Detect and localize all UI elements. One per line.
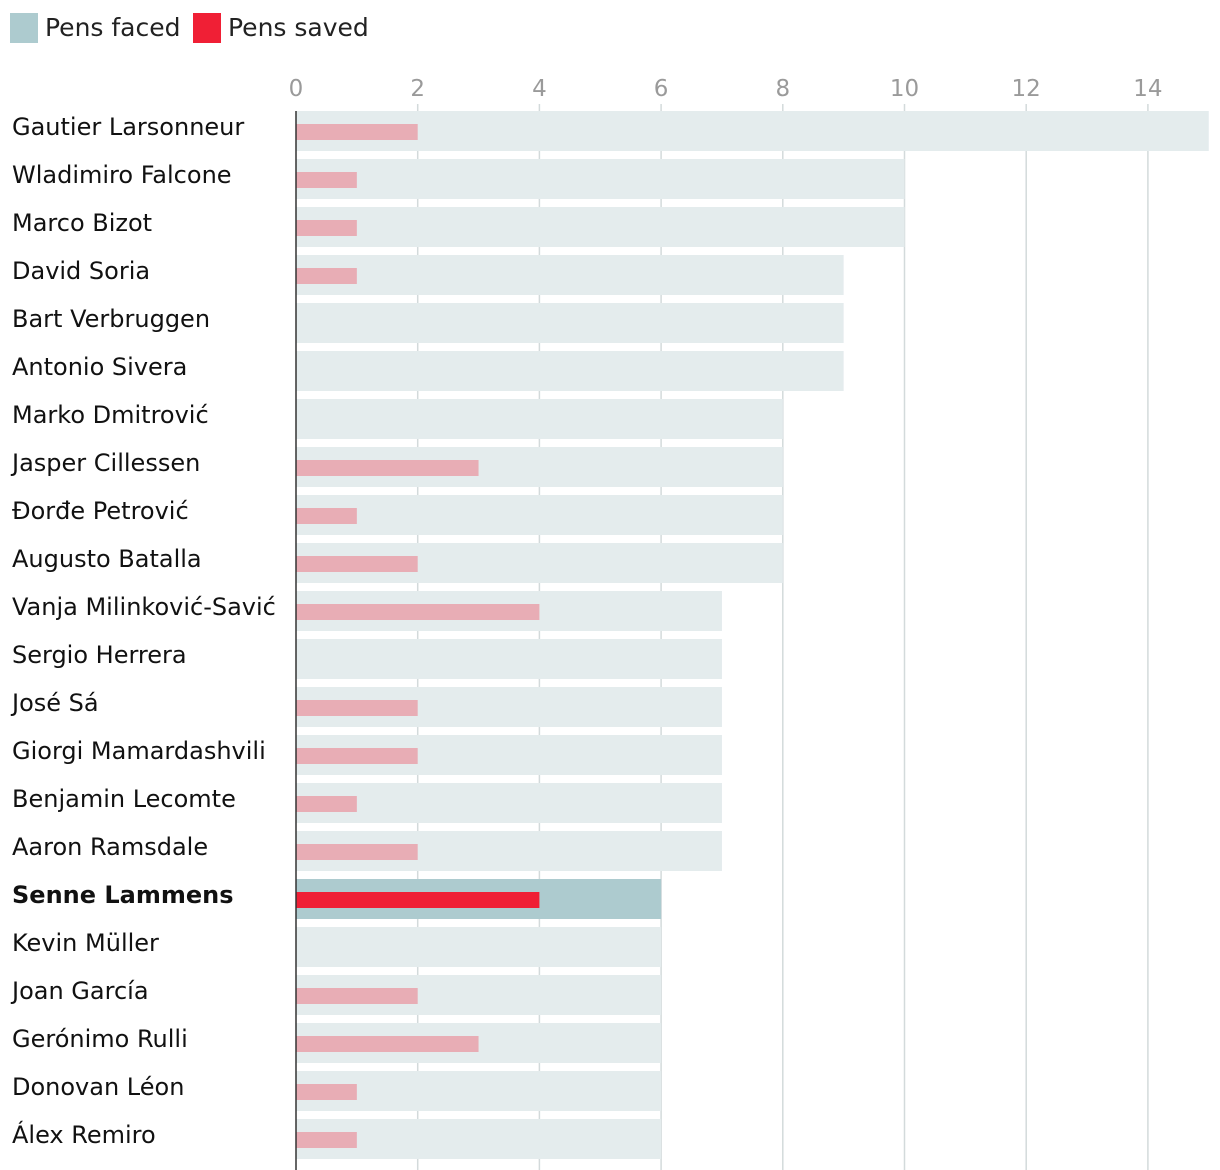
x-tick-label-6: 6 bbox=[654, 76, 669, 102]
row-labels: Gautier Larsonneur Wladimiro Falcone Marco… bbox=[10, 113, 276, 1149]
bar-pens-saved-jose-sa bbox=[296, 700, 418, 716]
bar-pens-faced-antonio-sivera bbox=[296, 351, 844, 391]
row-label-gautier-larsonneur: Gautier Larsonneur bbox=[12, 113, 244, 141]
legend-label-pens-saved: Pens saved bbox=[228, 13, 369, 42]
row-label-sergio-herrera: Sergio Herrera bbox=[12, 641, 187, 669]
row-label-joan-garcia: Joan García bbox=[10, 977, 149, 1005]
bar-pens-saved-marco-bizot bbox=[296, 220, 357, 236]
bar-pens-faced-benjamin-lecomte bbox=[296, 783, 722, 823]
bar-pens-saved-alex-remiro bbox=[296, 1132, 357, 1148]
row-label-kevin-muller: Kevin Müller bbox=[12, 929, 159, 957]
row-label-giorgi-mamardashvili: Giorgi Mamardashvili bbox=[12, 737, 266, 765]
row-label-marco-bizot: Marco Bizot bbox=[12, 209, 152, 237]
bar-pens-faced-bart-verbruggen bbox=[296, 303, 844, 343]
x-tick-label-4: 4 bbox=[532, 76, 547, 102]
legend-swatch-pens-faced bbox=[10, 13, 38, 43]
row-label-aaron-ramsdale: Aaron Ramsdale bbox=[12, 833, 208, 861]
row-label-david-soria: David Soria bbox=[12, 257, 150, 285]
legend-swatch-pens-saved bbox=[193, 13, 221, 43]
row-label-antonio-sivera: Antonio Sivera bbox=[12, 353, 187, 381]
pens-faced-bars bbox=[296, 111, 1209, 1159]
pens-saved-bars bbox=[296, 124, 540, 1148]
bar-pens-saved-david-soria bbox=[296, 268, 357, 284]
row-label-vanja-milinkovic-savic: Vanja Milinković-Savić bbox=[12, 593, 276, 621]
x-tick-label-2: 2 bbox=[410, 76, 425, 102]
bar-pens-saved-wladimiro-falcone bbox=[296, 172, 357, 188]
legend: Pens faced Pens saved bbox=[10, 13, 369, 43]
bar-pens-faced-sergio-herrera bbox=[296, 639, 722, 679]
x-tick-label-10: 10 bbox=[890, 76, 919, 102]
bar-pens-saved-giorgi-mamardashvili bbox=[296, 748, 418, 764]
x-tick-label-14: 14 bbox=[1133, 76, 1162, 102]
bar-pens-faced-gautier-larsonneur bbox=[296, 111, 1209, 151]
bar-pens-saved-senne-lammens bbox=[296, 892, 540, 908]
bar-pens-saved-gautier-larsonneur bbox=[296, 124, 418, 140]
bar-pens-saved-jasper-cillessen bbox=[296, 460, 479, 476]
row-label-alex-remiro: Álex Remiro bbox=[12, 1120, 156, 1149]
bar-pens-faced-david-soria bbox=[296, 255, 844, 295]
x-tick-label-12: 12 bbox=[1012, 76, 1041, 102]
row-label-wladimiro-falcone: Wladimiro Falcone bbox=[12, 161, 232, 189]
row-label-donovan-leon: Donovan Léon bbox=[12, 1073, 184, 1101]
row-label-bart-verbruggen: Bart Verbruggen bbox=[12, 305, 210, 333]
bar-pens-saved-vanja-milinkovic-savic bbox=[296, 604, 540, 620]
bar-pens-faced-marco-bizot bbox=[296, 207, 905, 247]
row-label-dorde-petrovic: Đorđe Petrović bbox=[12, 497, 189, 525]
bar-pens-saved-aaron-ramsdale bbox=[296, 844, 418, 860]
bar-pens-faced-marko-dmitrovic bbox=[296, 399, 783, 439]
bar-pens-saved-donovan-leon bbox=[296, 1084, 357, 1100]
row-label-jasper-cillessen: Jasper Cillessen bbox=[10, 449, 200, 477]
bar-pens-faced-kevin-muller bbox=[296, 927, 662, 967]
bar-pens-saved-geronimo-rulli bbox=[296, 1036, 479, 1052]
row-label-marko-dmitrovic: Marko Dmitrović bbox=[12, 401, 209, 429]
row-label-jose-sa: José Sá bbox=[10, 689, 99, 717]
bar-pens-saved-joan-garcia bbox=[296, 988, 418, 1004]
row-label-augusto-batalla: Augusto Batalla bbox=[12, 545, 202, 573]
bar-pens-saved-benjamin-lecomte bbox=[296, 796, 357, 812]
bar-pens-faced-wladimiro-falcone bbox=[296, 159, 905, 199]
x-axis-ticks: 0 2 4 6 8 10 12 14 bbox=[289, 76, 1163, 102]
row-label-senne-lammens: Senne Lammens bbox=[12, 881, 234, 909]
bar-pens-saved-augusto-batalla bbox=[296, 556, 418, 572]
x-tick-label-8: 8 bbox=[775, 76, 790, 102]
bar-pens-faced-dorde-petrovic bbox=[296, 495, 783, 535]
row-label-benjamin-lecomte: Benjamin Lecomte bbox=[12, 785, 236, 813]
legend-label-pens-faced: Pens faced bbox=[45, 13, 181, 42]
bar-pens-saved-dorde-petrovic bbox=[296, 508, 357, 524]
row-label-geronimo-rulli: Gerónimo Rulli bbox=[12, 1025, 188, 1053]
x-tick-label-0: 0 bbox=[289, 76, 304, 102]
